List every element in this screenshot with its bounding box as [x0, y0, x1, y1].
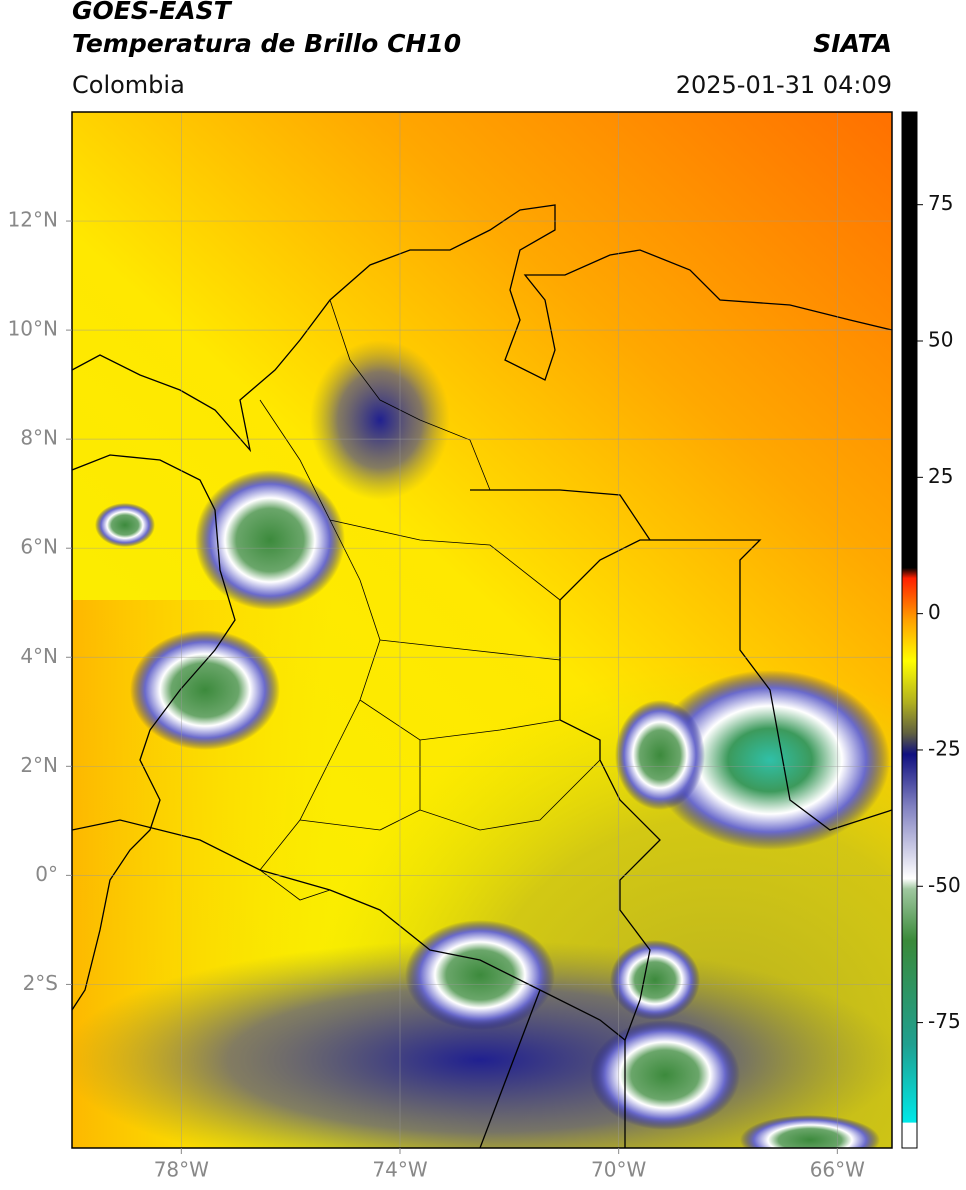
- satellite-image: [72, 112, 892, 1148]
- lat-tick-label: 4°N: [20, 644, 58, 668]
- colorbar-tick-label: -75: [928, 1009, 961, 1033]
- lon-tick-label: 74°W: [372, 1158, 427, 1182]
- colorbar: [901, 111, 918, 1149]
- lon-tick-label: 70°W: [591, 1158, 646, 1182]
- map-frame: [71, 111, 893, 1149]
- region: Colombia: [72, 71, 185, 99]
- lat-tick-label: 10°N: [8, 317, 58, 341]
- lat-tick-label: 6°N: [20, 535, 58, 559]
- datetime: 2025-01-31 04:09: [676, 71, 892, 99]
- colorbar-tick-label: -50: [928, 873, 961, 897]
- lat-tick-label: 2°N: [20, 753, 58, 777]
- colorbar-tick-label: 75: [928, 191, 953, 215]
- colorbar-tick-label: 50: [928, 328, 953, 352]
- colorbar-tick-label: 25: [928, 464, 953, 488]
- lat-tick-label: 12°N: [8, 208, 58, 232]
- title: GOES-EAST: [72, 0, 233, 25]
- lat-tick-label: 2°S: [23, 971, 58, 995]
- lon-tick-label: 66°W: [810, 1158, 865, 1182]
- colorbar-tick-label: 0: [928, 600, 941, 624]
- lat-tick-label: 0°: [35, 862, 58, 886]
- lat-tick-label: 8°N: [20, 426, 58, 450]
- colorbar-tick-label: -25: [928, 736, 961, 760]
- lon-tick-label: 78°W: [154, 1158, 209, 1182]
- source: SIATA: [813, 29, 892, 58]
- subtitle: Temperatura de Brillo CH10: [72, 29, 461, 58]
